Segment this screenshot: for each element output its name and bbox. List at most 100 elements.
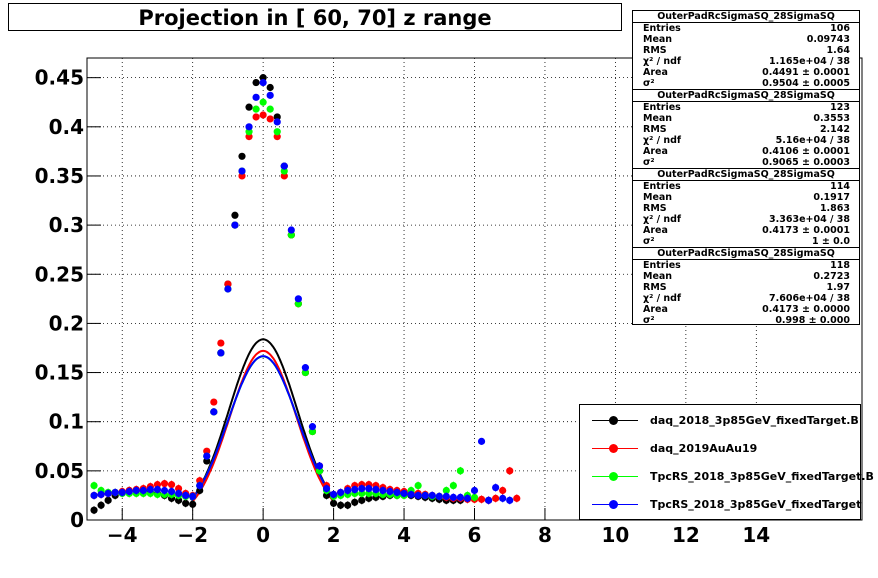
stats-row-mean: Mean 0.2723 [633,271,859,282]
data-point [365,484,373,493]
data-point [463,494,472,502]
stats-value: 5.16e+04 / 38 [775,135,850,146]
stats-value: 0.4491 ± 0.0001 [762,67,850,78]
stats-box-title: OuterPadRcSigmaSQ_28SigmaSQ [633,169,859,181]
x-tick-label: 2 [327,523,341,547]
data-point [344,501,352,509]
stats-row-sigma2: σ² 0.998 ± 0.000 [633,315,859,326]
stats-label: RMS [643,282,667,293]
x-axis-ticks: −4 −2 0 2 4 6 8 10 12 14 [107,508,770,547]
data-point [104,489,112,498]
y-tick-label: 0.4 [49,115,84,139]
stats-row-area: Area 0.4491 ± 0.0001 [633,67,859,78]
data-point [245,103,253,111]
stats-row-area: Area 0.4106 ± 0.0001 [633,146,859,157]
stats-box-title: OuterPadRcSigmaSQ_28SigmaSQ [633,248,859,260]
data-point [506,467,514,475]
data-point [259,111,267,119]
data-point [492,483,500,492]
data-point [90,481,98,490]
stats-box: OuterPadRcSigmaSQ_28SigmaSQ Entries 114 Mea… [632,168,860,248]
legend-label: TpcRS_2018_3p85GeV_fixedTarget.B [650,470,874,483]
data-point [238,152,246,160]
data-point [301,364,310,372]
data-point [513,494,521,502]
legend-marker [609,444,618,453]
data-point [189,492,197,501]
stats-value: 118 [830,260,850,271]
data-point [252,113,260,121]
data-point [456,493,465,501]
stats-row-sigma2: σ² 1 ± 0.0 [633,236,859,247]
stats-value: 2.142 [819,124,850,135]
stats-value: 0.9504 ± 0.0005 [762,78,850,89]
x-tick-label: 8 [538,523,552,547]
data-point [287,226,295,234]
data-point [90,491,98,500]
stats-row-entries: Entries 106 [633,23,859,34]
fit-curve [190,355,336,501]
data-point [182,499,190,507]
data-point [167,487,176,496]
data-point [245,123,253,131]
stats-row-entries: Entries 118 [633,260,859,271]
data-point [329,499,338,507]
y-tick-label: 0.3 [49,213,84,237]
stats-box-title: OuterPadRcSigmaSQ_28SigmaSQ [633,90,859,102]
data-point [393,488,401,497]
data-point [308,423,317,431]
data-point [139,486,147,495]
data-point [224,285,232,293]
stats-label: Entries [643,260,681,271]
stats-label: χ² / ndf [643,135,682,146]
x-tick-label: 4 [397,523,411,547]
data-point [435,492,443,501]
data-point [189,500,197,508]
data-point [217,349,225,357]
x-tick-label: 14 [742,523,770,547]
legend-marker [609,500,618,509]
data-point [259,98,267,106]
y-tick-label: 0.35 [35,164,84,188]
data-point [210,408,218,416]
data-point [238,167,246,175]
legend: daq_2018_3p85GeV_fixedTarget.B daq_2019Au… [579,404,874,520]
fit-curves [190,338,336,505]
stats-value: 1 ± 0.0 [811,236,850,247]
stats-label: Mean [643,34,673,45]
stats-row-area: Area 0.4173 ± 0.0001 [633,225,859,236]
stats-row-sigma2: σ² 0.9504 ± 0.0005 [633,78,859,89]
data-point [146,485,155,494]
stats-row-entries: Entries 114 [633,181,859,192]
data-point [273,128,281,136]
data-point [90,506,98,514]
stats-label: Area [643,225,668,236]
data-point [231,221,239,229]
stats-row-chi2: χ² / ndf 7.606e+04 / 38 [633,293,859,304]
stats-label: Mean [643,271,673,282]
y-tick-label: 0.25 [35,262,84,286]
stats-value: 1.863 [819,203,850,214]
data-point [456,467,465,475]
data-point [492,494,500,502]
data-point [203,452,211,460]
stats-value: 0.4173 ± 0.0001 [762,225,850,236]
data-point [477,495,486,503]
stats-value: 7.606e+04 / 38 [769,293,850,304]
y-tick-label: 0 [70,508,84,532]
fit-curve [190,338,336,501]
data-point [153,485,162,494]
stats-row-rms: RMS 1.863 [633,203,859,214]
data-point [351,485,359,494]
data-point [266,105,274,113]
stats-label: Entries [643,102,681,113]
stats-value: 3.363e+04 / 38 [769,214,850,225]
stats-value: 0.3553 [813,113,850,124]
stats-box: OuterPadRcSigmaSQ_28SigmaSQ Entries 118 Mea… [632,247,860,326]
stats-value: 106 [830,23,850,34]
data-point [428,491,436,500]
data-point [174,489,183,498]
data-point [414,491,422,500]
x-tick-label: 6 [468,523,482,547]
data-point [344,486,352,495]
